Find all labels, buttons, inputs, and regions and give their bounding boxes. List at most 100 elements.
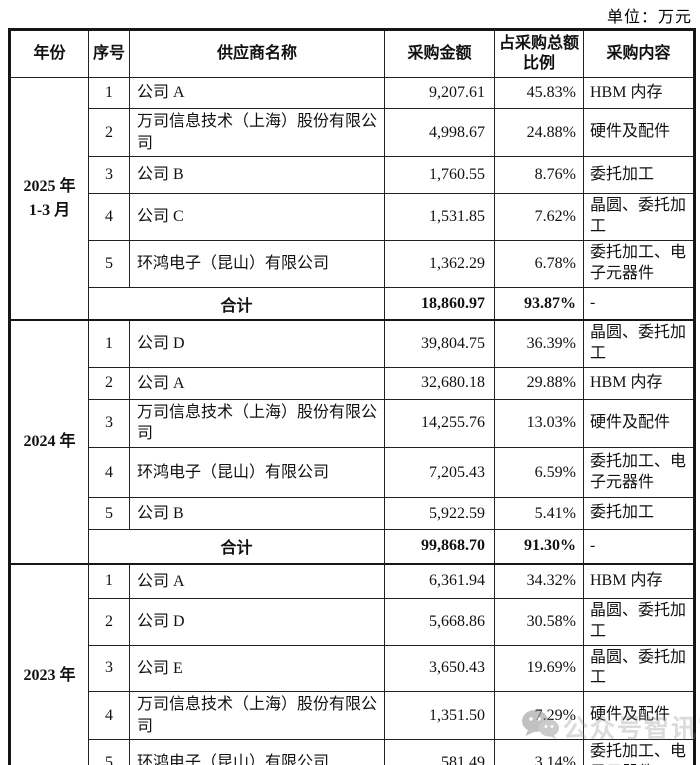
amount-cell: 6,361.94: [384, 562, 495, 600]
table-row: 5 环鸿电子（昆山）有限公司 581.49 3.14% 委托加工、电子元器件: [10, 739, 695, 765]
table-row: 2023 年 1 公司 A 6,361.94 34.32% HBM 内存: [9, 562, 695, 765]
year-cell-2025: 2025 年 1-3 月: [9, 77, 89, 321]
row-no-cell: 1: [88, 319, 130, 368]
ratio-cell: 5.41%: [494, 497, 584, 531]
total-content-cell: -: [583, 286, 695, 321]
supplier-cell: 公司 B: [129, 497, 385, 531]
amount-cell: 5,668.86: [384, 598, 495, 646]
amount-cell: 1,362.29: [384, 239, 495, 288]
supplier-cell: 环鸿电子（昆山）有限公司: [129, 739, 385, 765]
supplier-cell: 公司 A: [129, 366, 385, 400]
row-no-cell: 2: [88, 598, 130, 646]
ratio-cell: 8.76%: [494, 156, 584, 195]
ratio-cell: 36.39%: [494, 319, 584, 368]
content-cell: 晶圆、委托加工: [583, 644, 695, 693]
total-amount-cell: 99,868.70: [384, 529, 495, 565]
supplier-cell: 公司 B: [129, 156, 385, 195]
table-row: 5 环鸿电子（昆山）有限公司 1,362.29 6.78% 委托加工、电子元器件: [10, 239, 695, 288]
header-row: 年份 序号 供应商名称 采购金额 占采购总额比例 采购内容: [9, 29, 695, 78]
amount-cell: 32,680.18: [384, 366, 495, 400]
col-header-ratio: 占采购总额比例: [494, 29, 584, 78]
supplier-cell: 万司信息技术（上海）股份有限公司: [129, 691, 385, 741]
ratio-cell: 19.69%: [494, 644, 584, 693]
supplier-cell: 公司 E: [129, 644, 385, 693]
content-cell: 硬件及配件: [583, 107, 695, 158]
content-cell: HBM 内存: [583, 77, 695, 109]
row-no-cell: 1: [88, 562, 130, 600]
amount-cell: 1,760.55: [384, 156, 495, 195]
amount-cell: 3,650.43: [384, 644, 495, 693]
total-row-2025: 合计 18,860.97 93.87% -: [10, 286, 695, 321]
content-cell: 晶圆、委托加工: [583, 319, 695, 368]
table-row: 2 公司 D 5,668.86 30.58% 晶圆、委托加工: [10, 598, 695, 646]
row-no-cell: 3: [88, 644, 130, 693]
supplier-cell: 环鸿电子（昆山）有限公司: [129, 239, 385, 288]
supplier-cell: 公司 D: [129, 598, 385, 646]
col-header-content: 采购内容: [583, 29, 695, 78]
table-row: 2 万司信息技术（上海）股份有限公司 4,998.67 24.88% 硬件及配件: [10, 107, 695, 158]
row-no-cell: 3: [88, 156, 130, 195]
row-no-cell: 2: [88, 107, 130, 158]
content-cell: 委托加工: [583, 497, 695, 531]
table-row: 4 环鸿电子（昆山）有限公司 7,205.43 6.59% 委托加工、电子元器件: [10, 447, 695, 499]
table-row: 4 公司 C 1,531.85 7.62% 晶圆、委托加工: [10, 193, 695, 241]
content-cell: 委托加工、电子元器件: [583, 447, 695, 499]
col-header-amount: 采购金额: [384, 29, 495, 78]
amount-cell: 14,255.76: [384, 398, 495, 449]
content-cell: 委托加工、电子元器件: [583, 239, 695, 288]
amount-cell: 7,205.43: [384, 447, 495, 499]
ratio-cell: 45.83%: [494, 77, 584, 109]
table-row: 2025 年 1-3 月 1 公司 A 9,207.61 45.83% HBM …: [9, 77, 695, 321]
row-no-cell: 2: [88, 366, 130, 400]
unit-label: 单位：万元: [606, 9, 692, 26]
supplier-cell: 公司 A: [129, 77, 385, 109]
ratio-cell: 34.32%: [494, 562, 584, 600]
table-row: 5 公司 B 5,922.59 5.41% 委托加工: [10, 497, 695, 531]
content-cell: 晶圆、委托加工: [583, 193, 695, 241]
ratio-cell: 7.29%: [494, 691, 584, 741]
ratio-cell: 6.59%: [494, 447, 584, 499]
procurement-table: 年份 序号 供应商名称 采购金额 占采购总额比例 采购内容 2025 年 1-3…: [8, 28, 696, 765]
row-no-cell: 5: [88, 239, 130, 288]
col-header-supplier: 供应商名称: [129, 29, 385, 78]
amount-cell: 581.49: [384, 739, 495, 765]
total-label-cell: 合计: [88, 286, 385, 321]
total-amount-cell: 18,860.97: [384, 286, 495, 321]
year-cell-2024: 2024 年: [9, 319, 89, 565]
ratio-cell: 7.62%: [494, 193, 584, 241]
row-no-cell: 5: [88, 497, 130, 531]
content-cell: 委托加工、电子元器件: [583, 739, 695, 765]
supplier-cell: 公司 D: [129, 319, 385, 368]
content-cell: HBM 内存: [583, 562, 695, 600]
content-cell: 晶圆、委托加工: [583, 598, 695, 646]
ratio-cell: 6.78%: [494, 239, 584, 288]
year-cell-2023: 2023 年: [9, 562, 89, 765]
content-cell: HBM 内存: [583, 366, 695, 400]
ratio-cell: 24.88%: [494, 107, 584, 158]
row-no-cell: 4: [88, 691, 130, 741]
supplier-cell: 环鸿电子（昆山）有限公司: [129, 447, 385, 499]
content-cell: 委托加工: [583, 156, 695, 195]
ratio-cell: 3.14%: [494, 739, 584, 765]
total-label-cell: 合计: [88, 529, 385, 565]
amount-cell: 5,922.59: [384, 497, 495, 531]
amount-cell: 4,998.67: [384, 107, 495, 158]
table-row: 3 万司信息技术（上海）股份有限公司 14,255.76 13.03% 硬件及配…: [10, 398, 695, 449]
amount-cell: 1,351.50: [384, 691, 495, 741]
supplier-cell: 万司信息技术（上海）股份有限公司: [129, 107, 385, 158]
supplier-cell: 万司信息技术（上海）股份有限公司: [129, 398, 385, 449]
content-cell: 硬件及配件: [583, 691, 695, 741]
table-row: 3 公司 E 3,650.43 19.69% 晶圆、委托加工: [10, 644, 695, 693]
amount-cell: 39,804.75: [384, 319, 495, 368]
row-no-cell: 3: [88, 398, 130, 449]
supplier-cell: 公司 A: [129, 562, 385, 600]
table-row: 3 公司 B 1,760.55 8.76% 委托加工: [10, 156, 695, 195]
ratio-cell: 13.03%: [494, 398, 584, 449]
supplier-cell: 公司 C: [129, 193, 385, 241]
row-no-cell: 4: [88, 447, 130, 499]
table-row: 2 公司 A 32,680.18 29.88% HBM 内存: [10, 366, 695, 400]
col-header-no: 序号: [88, 29, 130, 78]
total-ratio-cell: 91.30%: [494, 529, 584, 565]
total-content-cell: -: [583, 529, 695, 565]
